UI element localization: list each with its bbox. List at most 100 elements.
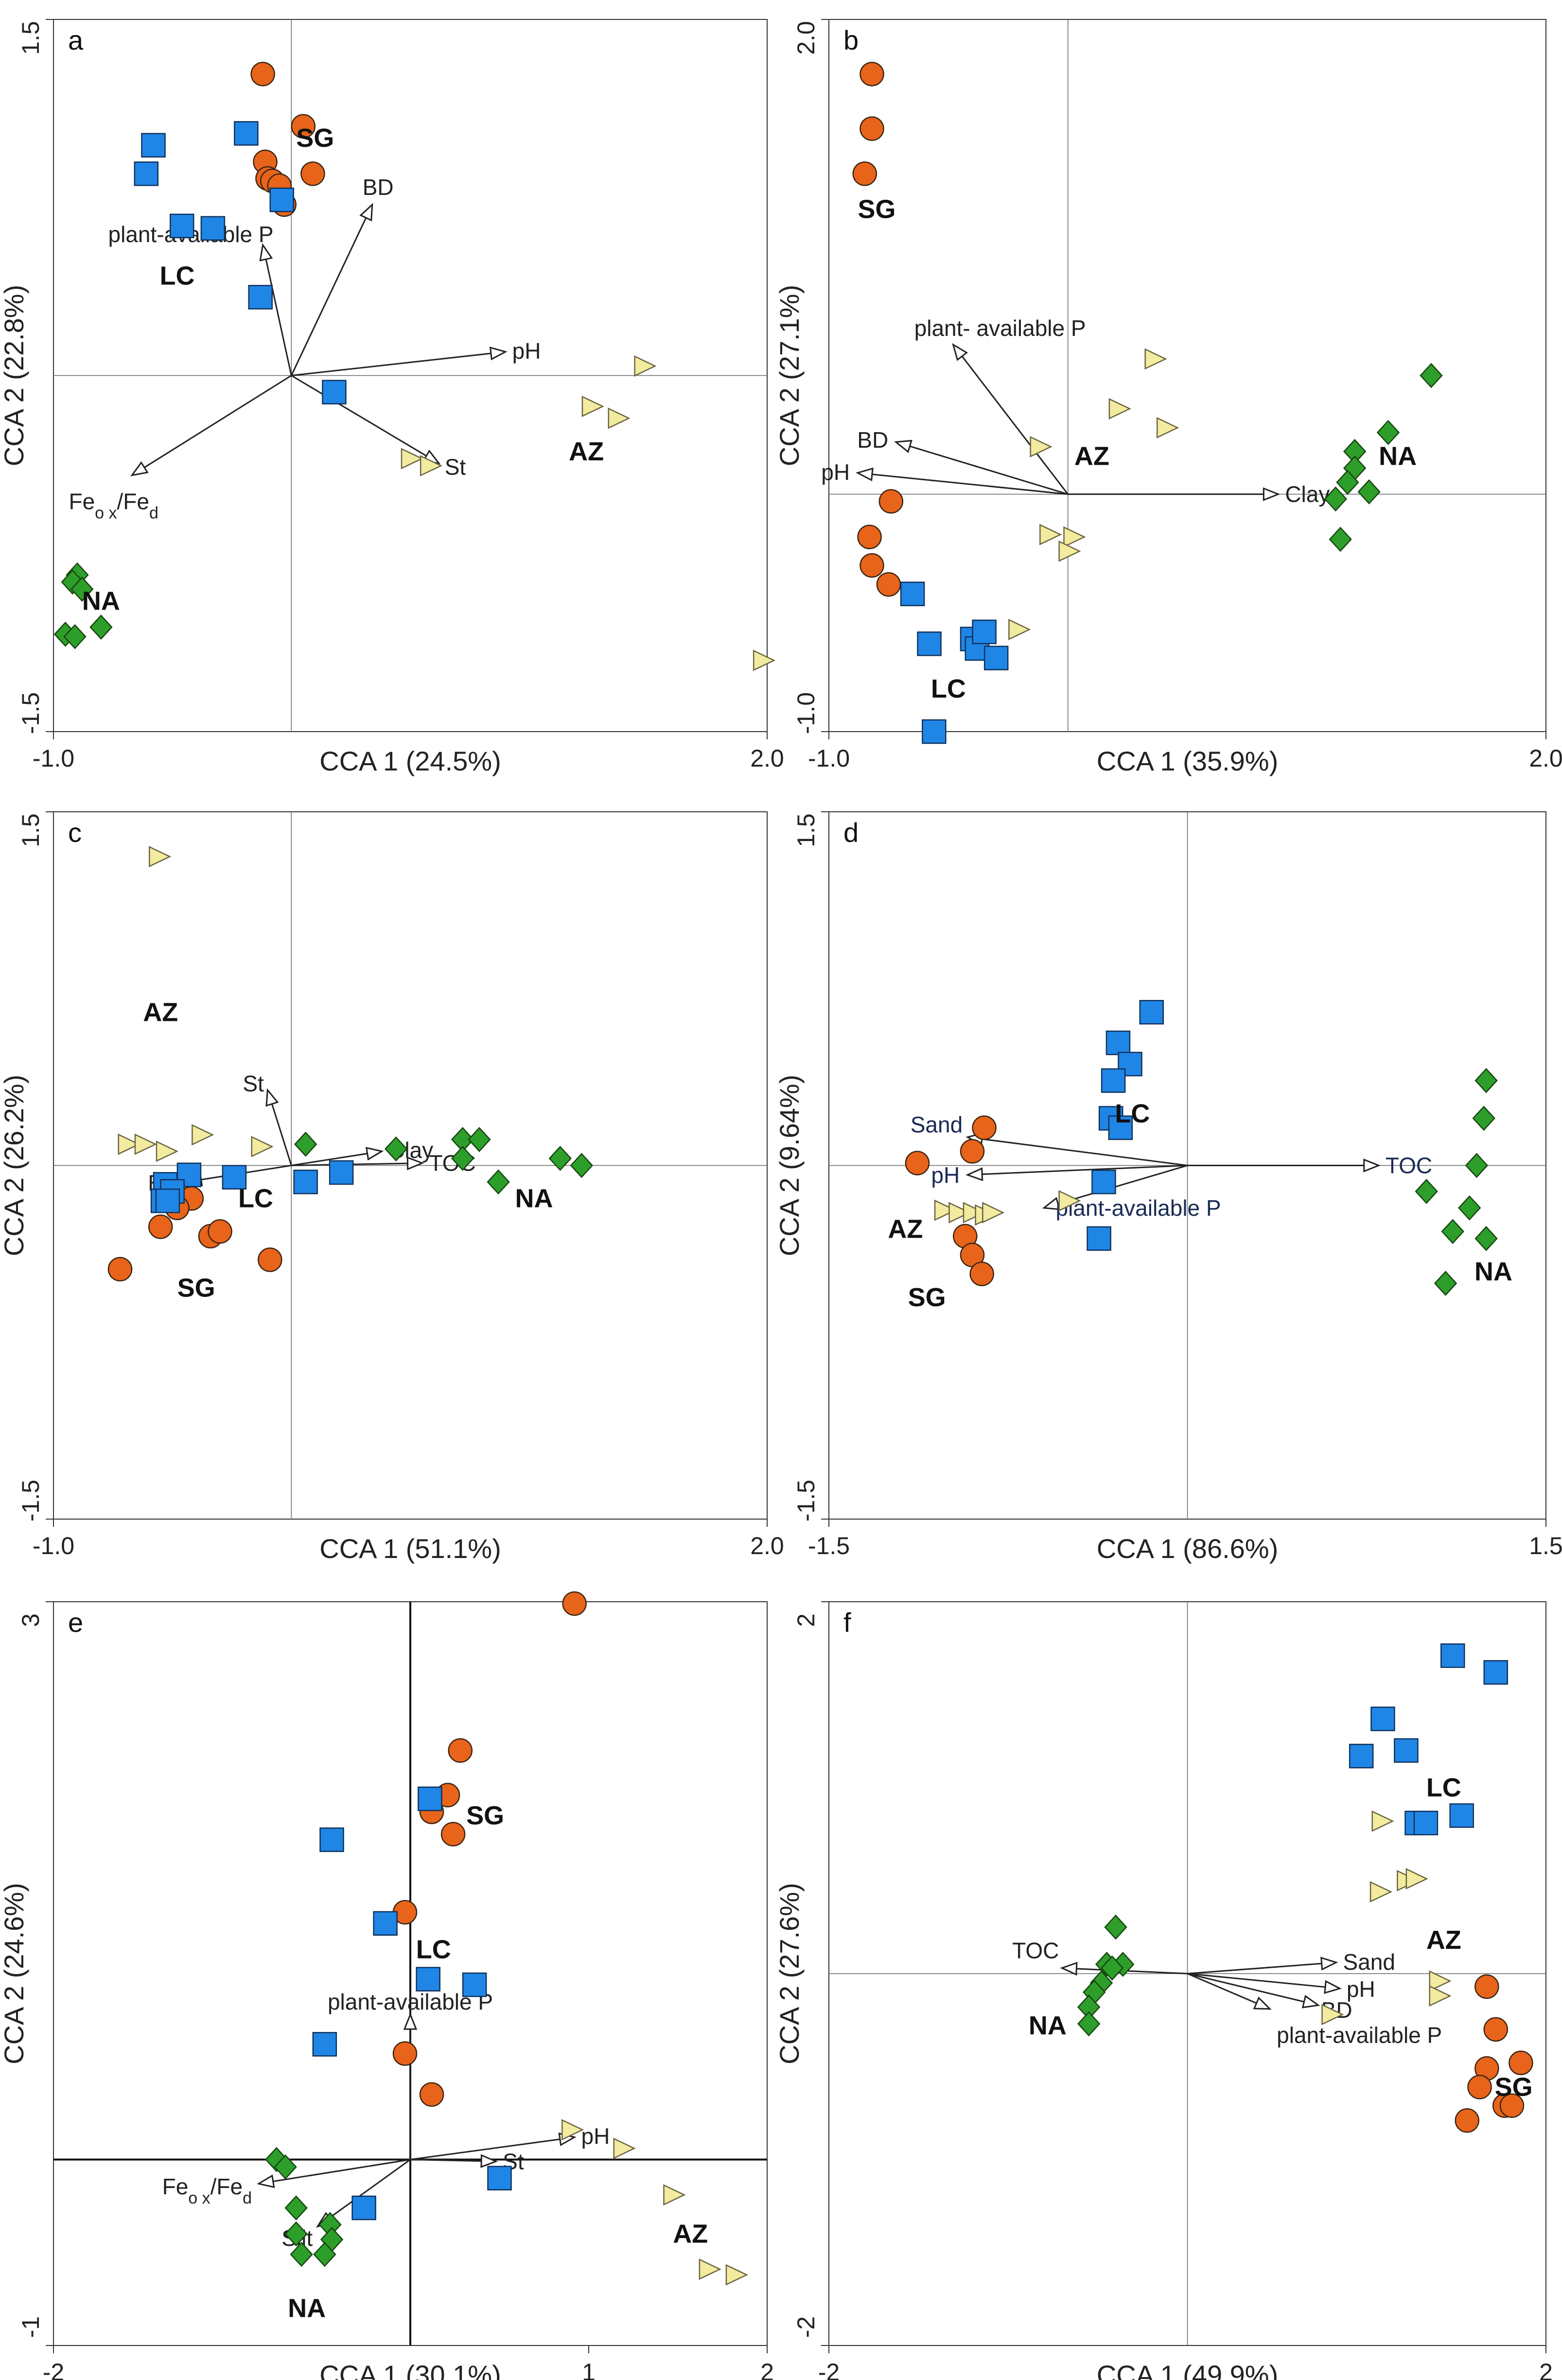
NA-point bbox=[284, 2221, 308, 2247]
AZ-point bbox=[1108, 398, 1131, 420]
y-axis-title: CCA 2 (26.2%) bbox=[0, 1075, 29, 1257]
vector-arrowhead bbox=[359, 203, 373, 222]
LC-point bbox=[1370, 1706, 1395, 1732]
NA-point bbox=[284, 2195, 308, 2221]
group-label: NA bbox=[1379, 442, 1417, 471]
NA-point bbox=[313, 2241, 336, 2267]
series-SG bbox=[250, 62, 325, 217]
vector-arrow: pH bbox=[1187, 1973, 1375, 2002]
LC-point bbox=[1440, 1643, 1465, 1668]
y-axis-title: CCA 2 (27.1%) bbox=[774, 285, 805, 467]
LC-point bbox=[1091, 1170, 1116, 1194]
group-label: AZ bbox=[569, 437, 604, 466]
x-axis-title: CCA 1 (49.9%) bbox=[1097, 2360, 1279, 2380]
AZ-point bbox=[134, 1133, 157, 1155]
SG-point bbox=[419, 2082, 444, 2107]
series-NA bbox=[1077, 1914, 1135, 2037]
vector-line bbox=[291, 1153, 368, 1166]
x-tick-label: 1 bbox=[582, 2359, 596, 2380]
NA-point bbox=[1104, 1914, 1127, 1940]
x-tick-label: -1.5 bbox=[808, 1532, 850, 1559]
LC-point bbox=[351, 2195, 376, 2221]
NA-point bbox=[274, 2154, 297, 2180]
y-axis-title: CCA 2 (9.64%) bbox=[774, 1075, 805, 1257]
vector-arrowhead bbox=[1363, 1158, 1381, 1172]
NA-point bbox=[1376, 420, 1400, 445]
SG-point bbox=[905, 1151, 930, 1175]
AZ-point bbox=[663, 2184, 686, 2206]
group-label: SG bbox=[858, 195, 895, 224]
group-label: LC bbox=[1426, 1773, 1461, 1802]
y-tick-label: -1.5 bbox=[17, 692, 44, 734]
y-tick-label: -1.5 bbox=[17, 1480, 44, 1522]
series-SG bbox=[852, 62, 904, 597]
panel-letter: e bbox=[68, 1607, 83, 1638]
vector-line bbox=[265, 259, 292, 376]
group-label: LC bbox=[416, 1935, 451, 1964]
SG-point bbox=[148, 1214, 173, 1239]
vector-arrowhead bbox=[365, 1147, 384, 1161]
series-NA bbox=[294, 1127, 594, 1195]
panel-d: d -1.5 1.5 1.5 -1.5 CCA 1 (86.6%) CCA 2 (9.64%… bbox=[774, 811, 1562, 1564]
panel-c: c -1.0 2.0 1.5 -1.5 CCA 1 (51.1%) CCA 2 (26.2%… bbox=[0, 811, 784, 1564]
vector-arrow: Clay bbox=[1068, 482, 1330, 507]
NA-point bbox=[1415, 1179, 1438, 1204]
series-LC bbox=[150, 1160, 354, 1213]
SG-point bbox=[1483, 2017, 1508, 2042]
SG-point bbox=[562, 1591, 587, 1616]
vector-label: Clay bbox=[1285, 482, 1330, 507]
vector-line bbox=[982, 1165, 1188, 1175]
panel-e: e -2 1 2 3 -1 CCA 1 (30.1%) CCA 2 (24.6%) plant-… bbox=[0, 1591, 774, 2380]
LC-point bbox=[222, 1165, 247, 1190]
series-SG bbox=[1455, 1974, 1533, 2133]
vector-label: plant-available P bbox=[1056, 1195, 1221, 1221]
NA-point bbox=[384, 1136, 408, 1162]
vector-arrow: plant-available P bbox=[328, 1989, 493, 2160]
series-NA bbox=[53, 562, 113, 649]
x-axis-title: CCA 1 (35.9%) bbox=[1097, 746, 1279, 776]
x-tick-label: 2 bbox=[1539, 2359, 1553, 2380]
LC-point bbox=[1139, 1000, 1164, 1025]
NA-point bbox=[468, 1127, 491, 1152]
vector-arrowhead bbox=[130, 461, 149, 476]
vector-line bbox=[291, 375, 427, 457]
vector-label: TOC bbox=[1386, 1153, 1432, 1178]
SG-point bbox=[392, 2041, 418, 2066]
series-AZ bbox=[1321, 1810, 1452, 2026]
series-LC bbox=[312, 1786, 512, 2221]
x-tick-label: 2.0 bbox=[750, 745, 784, 772]
x-tick-label: -2 bbox=[818, 2359, 840, 2380]
vector-label: pH bbox=[581, 2124, 610, 2149]
vector-arrow: plant-available P bbox=[1187, 1973, 1442, 2048]
SG-point bbox=[1499, 2093, 1525, 2118]
group-label: NA bbox=[515, 1184, 553, 1213]
LC-point bbox=[319, 1827, 344, 1852]
vector-label: St bbox=[243, 1071, 264, 1096]
AZ-point bbox=[1039, 524, 1062, 545]
series-AZ bbox=[934, 1190, 1081, 1226]
x-axis-title: CCA 1 (30.1%) bbox=[319, 2360, 501, 2380]
series-SG bbox=[392, 1591, 587, 2107]
y-tick-label: -1.5 bbox=[792, 1480, 820, 1522]
vector-arrow: BD bbox=[857, 427, 1069, 495]
vector-arrow: St bbox=[291, 375, 466, 479]
group-label: NA bbox=[82, 586, 120, 615]
LC-point bbox=[1449, 1803, 1474, 1828]
vector-line bbox=[273, 2159, 411, 2182]
AZ-point bbox=[1008, 619, 1031, 640]
group-label: SG bbox=[1495, 2072, 1533, 2101]
LC-point bbox=[462, 1972, 487, 1997]
series-LC bbox=[900, 581, 1009, 744]
AZ-point bbox=[725, 2264, 748, 2286]
vector-line bbox=[1187, 1973, 1326, 1988]
AZ-point bbox=[1369, 1881, 1392, 1903]
vector-label: plant-available P bbox=[1277, 2023, 1442, 2048]
AZ-point bbox=[118, 1133, 140, 1155]
SG-point bbox=[300, 161, 325, 186]
vector-arrowhead bbox=[965, 1167, 983, 1181]
vector-arrowhead bbox=[489, 347, 508, 361]
SG-point bbox=[860, 116, 884, 141]
LC-point bbox=[1349, 1744, 1374, 1768]
vector-line bbox=[872, 473, 1068, 495]
